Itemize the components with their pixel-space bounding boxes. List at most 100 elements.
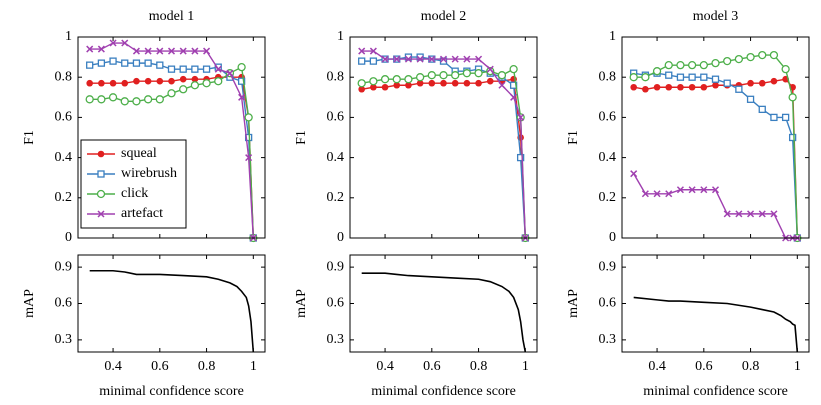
legend: squeal wirebrush click artefact <box>80 139 187 229</box>
y-axis-label: F1 <box>22 130 37 145</box>
marker <box>498 81 506 89</box>
marker <box>747 210 755 218</box>
marker-stroke <box>428 55 436 63</box>
x-tick-label: 0.4 <box>104 359 122 374</box>
marker <box>202 65 211 73</box>
y-tick-label: 0.8 <box>599 69 617 84</box>
series-line <box>89 60 255 239</box>
marker <box>687 60 697 70</box>
y-axis-label: F1 <box>294 130 309 145</box>
marker <box>121 59 129 67</box>
marker <box>357 79 366 88</box>
marker-stroke <box>711 186 720 194</box>
marker-stroke <box>358 47 366 55</box>
series-line <box>633 54 799 239</box>
marker-stroke <box>416 55 424 63</box>
plot-frame <box>349 254 538 353</box>
marker-stroke <box>770 210 778 218</box>
marker <box>121 79 129 87</box>
marker <box>245 154 253 162</box>
marker <box>510 93 518 101</box>
y-tick-label: 0.6 <box>599 296 617 311</box>
marker <box>734 54 744 64</box>
marker-stroke <box>167 47 176 55</box>
y-tick-label: 0.2 <box>599 190 617 205</box>
marker <box>226 69 234 77</box>
y-tick-label: 0.3 <box>599 332 617 347</box>
marker <box>156 77 164 85</box>
marker <box>98 79 105 87</box>
marker <box>132 97 141 106</box>
x-tick-label: 0.8 <box>470 359 488 374</box>
marker <box>132 59 141 67</box>
marker <box>244 113 253 122</box>
marker-stroke <box>688 186 696 194</box>
series-line <box>89 269 255 353</box>
y-tick-label: 0.9 <box>55 259 73 274</box>
marker <box>463 79 471 87</box>
y-tick-label: 0.2 <box>327 190 345 205</box>
marker <box>191 75 199 83</box>
marker <box>203 47 211 55</box>
y-tick-label: 0.4 <box>327 150 345 165</box>
marker <box>746 95 755 103</box>
marker <box>381 55 389 63</box>
marker <box>735 85 743 93</box>
y-tick-label: 0.8 <box>55 69 73 84</box>
marker <box>190 81 200 90</box>
marker-stroke <box>404 55 412 63</box>
chart-title: model 3 <box>693 9 739 24</box>
marker <box>191 65 199 73</box>
marker <box>440 79 447 87</box>
plot-frame <box>621 254 810 353</box>
x-axis-label: minimal confidence score <box>99 384 244 399</box>
marker <box>155 95 164 104</box>
marker <box>370 83 377 91</box>
series-line <box>361 272 527 353</box>
y-axis-label: F1 <box>566 130 581 145</box>
marker <box>451 79 459 87</box>
y-tick-label: 0.3 <box>327 332 345 347</box>
marker <box>723 210 731 218</box>
marker <box>439 71 448 80</box>
marker-stroke <box>86 45 94 53</box>
marker <box>428 79 436 87</box>
marker <box>416 79 424 87</box>
legend-label: squeal <box>121 146 157 161</box>
y-tick-label: 0.6 <box>327 296 345 311</box>
marker <box>665 190 673 198</box>
marker <box>688 73 696 81</box>
marker <box>96 189 106 199</box>
marker-stroke <box>179 47 187 55</box>
marker <box>144 59 152 67</box>
marker <box>369 57 378 65</box>
marker <box>788 133 797 142</box>
marker-stroke <box>203 47 211 55</box>
marker <box>85 95 94 104</box>
y-tick-label: 0.3 <box>55 332 73 347</box>
plot-frame <box>77 36 266 239</box>
x-axis-label: minimal confidence score <box>643 384 788 399</box>
marker <box>462 69 472 78</box>
marker <box>179 75 187 83</box>
marker-stroke <box>451 55 459 63</box>
marker <box>214 65 222 73</box>
marker <box>381 83 389 91</box>
marker <box>156 47 164 55</box>
marker <box>688 186 696 194</box>
marker <box>179 65 187 73</box>
marker <box>758 210 766 218</box>
marker <box>86 79 93 87</box>
series-line <box>633 72 799 239</box>
marker <box>393 55 401 63</box>
marker <box>712 81 719 89</box>
marker <box>641 73 650 82</box>
series-line <box>361 68 527 239</box>
marker <box>497 71 507 80</box>
marker <box>769 50 779 60</box>
series-line <box>89 66 255 239</box>
marker <box>676 60 685 70</box>
marker <box>369 77 378 86</box>
series-line <box>89 76 255 239</box>
marker <box>516 153 525 162</box>
